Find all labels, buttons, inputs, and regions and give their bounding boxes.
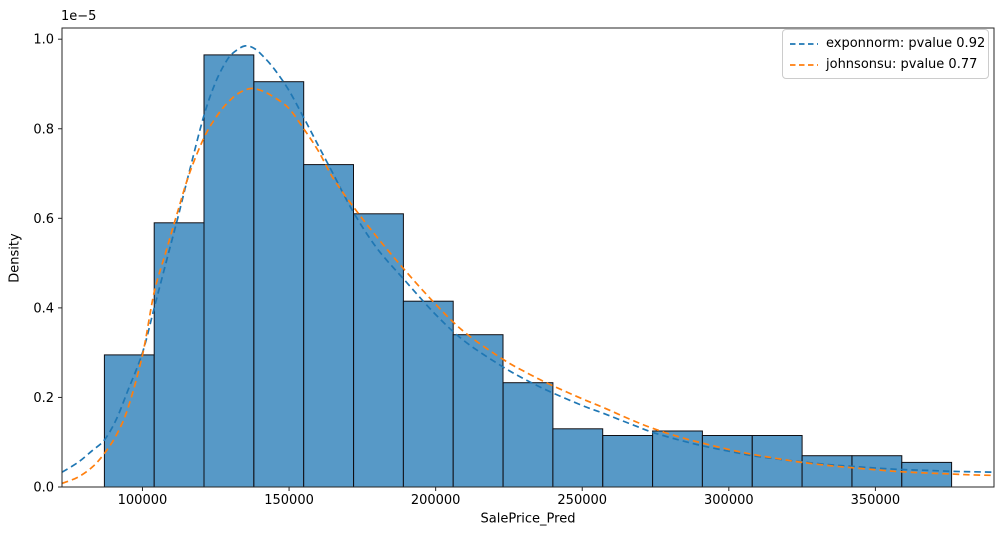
legend-entry-johnsonsu: johnsonsu: pvalue 0.77 xyxy=(790,56,981,73)
y-tick-label: 0.2 xyxy=(33,391,54,406)
x-tick-label: 350000 xyxy=(851,493,901,508)
legend: exponnorm: pvalue 0.92 johnsonsu: pvalue… xyxy=(782,29,989,79)
axis-ticks: 100000 150000 200000 250000 300000 350000 0.0 0… xyxy=(33,33,900,508)
y-tick-label: 0.6 xyxy=(33,212,54,227)
histogram-bar xyxy=(901,461,953,488)
x-tick-label: 150000 xyxy=(264,493,314,508)
y-tick-label: 0.8 xyxy=(33,122,54,137)
legend-line-sample-exponnorm xyxy=(790,42,818,45)
histogram-bar xyxy=(153,222,205,488)
y-axis-offset-text: 1e−5 xyxy=(61,9,97,24)
curve-johnsonsu xyxy=(62,87,994,485)
histogram-bar xyxy=(103,354,155,488)
histogram-bar xyxy=(552,428,604,488)
legend-label: johnsonsu: pvalue 0.77 xyxy=(826,57,978,72)
histogram-bar xyxy=(602,435,654,488)
x-tick-label: 300000 xyxy=(704,493,754,508)
y-axis-label: Density xyxy=(7,233,23,283)
y-tick-label: 0.4 xyxy=(33,301,54,316)
y-tick-label: 1.0 xyxy=(33,33,54,48)
legend-line-sample-johnsonsu xyxy=(790,63,818,66)
y-tick-label: 0.0 xyxy=(33,481,54,496)
histogram-bar xyxy=(701,435,753,488)
histogram-bar xyxy=(452,334,504,488)
histogram-bars xyxy=(103,54,953,488)
x-axis-label: SalePrice_Pred xyxy=(480,511,576,527)
legend-label: exponnorm: pvalue 0.92 xyxy=(826,36,986,51)
fit-curves xyxy=(62,44,994,485)
axes-spines xyxy=(61,27,995,488)
histogram-bar xyxy=(402,300,454,488)
histogram-bar xyxy=(353,213,404,488)
histogram-bar xyxy=(203,54,255,488)
histogram-bar xyxy=(303,164,355,488)
x-tick-label: 250000 xyxy=(557,493,607,508)
x-tick-label: 200000 xyxy=(411,493,461,508)
histogram-bar xyxy=(751,435,803,488)
x-tick-label: 100000 xyxy=(118,493,168,508)
histogram-bar xyxy=(801,455,853,488)
legend-entry-exponnorm: exponnorm: pvalue 0.92 xyxy=(790,35,985,52)
histogram-bar xyxy=(502,382,554,488)
histogram-bar xyxy=(253,81,305,488)
